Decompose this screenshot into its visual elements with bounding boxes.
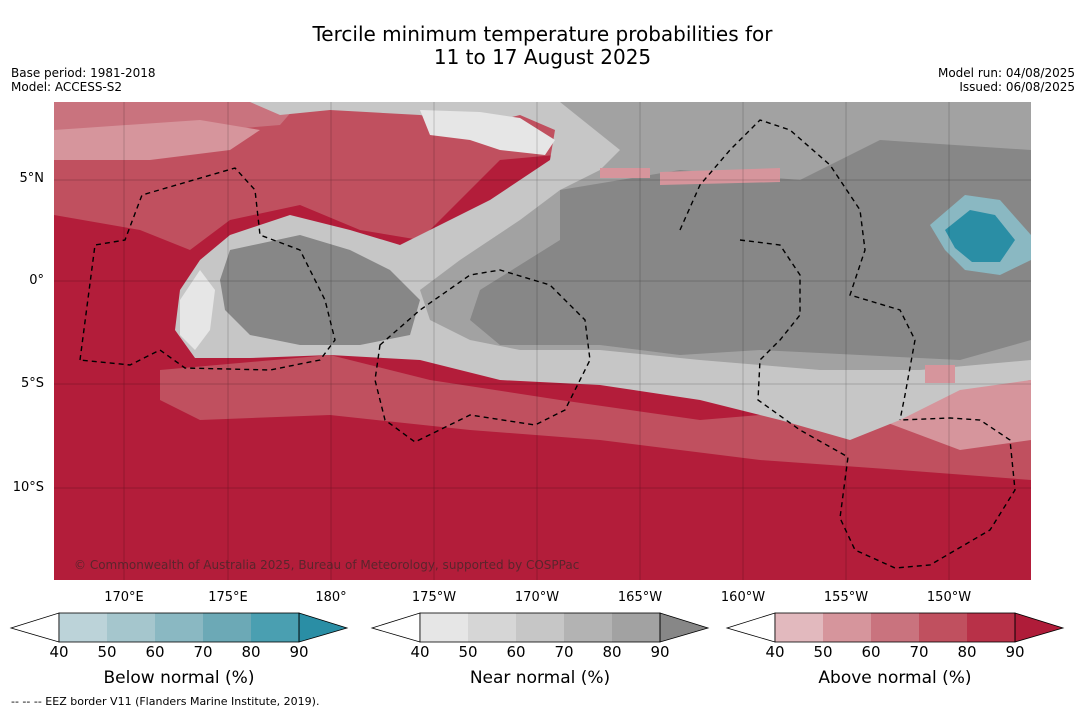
colorbar-tick: 50 — [458, 643, 478, 661]
map-title-line-2: 11 to 17 August 2025 — [433, 45, 652, 69]
map-title-line-1: Tercile minimum temperature probabilitie… — [312, 22, 773, 46]
eez-border — [79, 119, 1016, 569]
lat-label: 5°N — [19, 171, 45, 186]
colorbar-tick: 50 — [813, 643, 833, 661]
near-normal-band-40-west — [180, 270, 215, 350]
colorbar-tick: 90 — [1005, 643, 1025, 661]
lat-label: 0° — [29, 273, 44, 288]
colorbar-title-near-normal: Near normal (%) — [469, 668, 611, 688]
above-normal-band-50-north — [54, 120, 260, 160]
colorbar-above-normal — [725, 612, 1065, 643]
above-normal-band-70-south — [160, 355, 1031, 480]
colorbar-tick: 70 — [909, 643, 929, 661]
colorbar-tick: 40 — [410, 643, 430, 661]
above-normal-patch-3 — [925, 365, 955, 383]
colorbar-tick: 80 — [957, 643, 977, 661]
issued-text: Issued: 06/08/2025 — [959, 80, 1075, 94]
lon-label: 175°W — [411, 590, 457, 605]
colorbar-tick: 80 — [602, 643, 622, 661]
eez-legend-footnote: -- -- -- EEZ border V11 (Flanders Marine… — [11, 695, 320, 708]
colorbar-below-normal — [9, 612, 349, 643]
colorbar-tick: 40 — [49, 643, 69, 661]
copyright-text: © Commonwealth of Australia 2025, Bureau… — [74, 558, 580, 572]
model-run-text: Model run: 04/08/2025 — [937, 66, 1075, 80]
lat-label: 5°S — [20, 376, 44, 391]
colorbar-tick: 60 — [506, 643, 526, 661]
colorbar-tick: 90 — [650, 643, 670, 661]
lon-label: 170°E — [104, 590, 144, 605]
colorbar-tick: 70 — [554, 643, 574, 661]
lon-label: 180° — [315, 590, 347, 605]
colorbar-tick: 90 — [289, 643, 309, 661]
lon-label: 165°W — [617, 590, 663, 605]
near-normal-core-east — [470, 140, 1031, 360]
above-normal-patch — [600, 168, 650, 178]
colorbar-title-above-normal: Above normal (%) — [818, 668, 972, 688]
model-text: Model: ACCESS-S2 — [11, 80, 123, 94]
lon-label: 175°E — [208, 590, 248, 605]
colorbar-tick: 60 — [861, 643, 881, 661]
lon-label: 170°W — [514, 590, 560, 605]
colorbar-tick: 40 — [765, 643, 785, 661]
base-period-text: Base period: 1981-2018 — [11, 66, 156, 80]
near-normal-band-40 — [420, 110, 555, 155]
graticule — [54, 102, 1031, 580]
lon-label: 160°W — [720, 590, 766, 605]
colorbar-title-below-normal: Below normal (%) — [103, 668, 255, 688]
lon-label: 150°W — [926, 590, 972, 605]
colorbar-tick: 80 — [241, 643, 261, 661]
lat-label: 10°S — [12, 480, 44, 495]
colorbar-tick: 50 — [97, 643, 117, 661]
lon-label: 155°W — [823, 590, 869, 605]
below-normal-core — [945, 210, 1015, 262]
colorbar-tick: 70 — [193, 643, 213, 661]
colorbar-tick: 60 — [145, 643, 165, 661]
colorbar-near-normal — [370, 612, 710, 643]
above-normal-patch-2 — [660, 168, 780, 185]
